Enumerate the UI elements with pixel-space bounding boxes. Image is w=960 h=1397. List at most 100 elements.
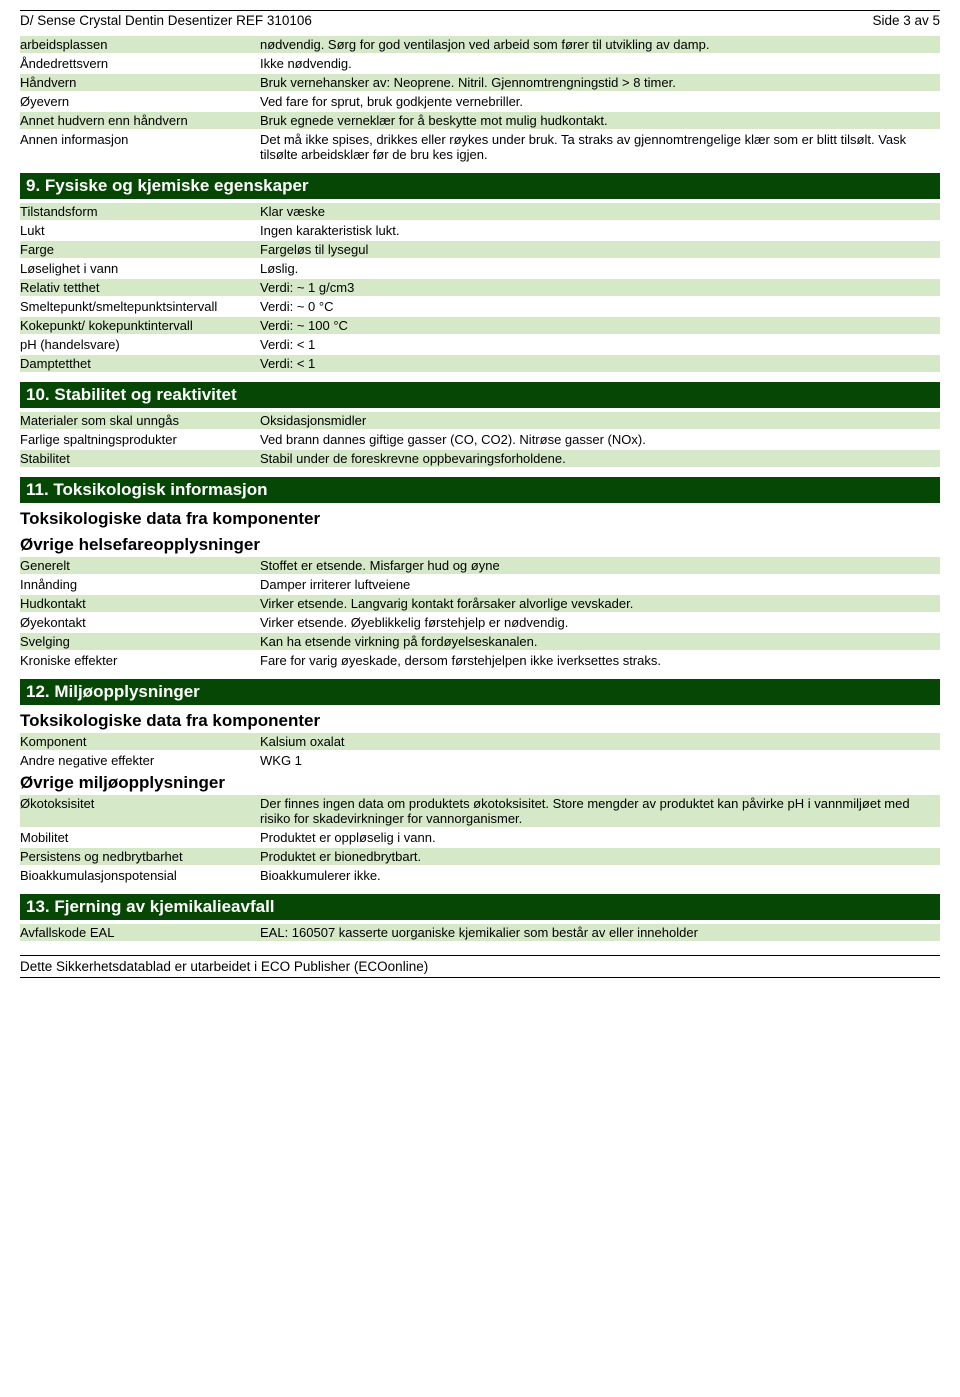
- data-value: Oksidasjonsmidler: [260, 412, 940, 429]
- data-row: Kokepunkt/ kokepunktintervallVerdi: ~ 10…: [20, 317, 940, 334]
- data-row: ØyevernVed fare for sprut, bruk godkjent…: [20, 93, 940, 110]
- section-13-body: Avfallskode EALEAL: 160507 kasserte uorg…: [20, 924, 940, 941]
- data-row: BioakkumulasjonspotensialBioakkumulerer …: [20, 867, 940, 884]
- data-label: Avfallskode EAL: [20, 924, 260, 941]
- data-label: Håndvern: [20, 74, 260, 91]
- data-row: GenereltStoffet er etsende. Misfarger hu…: [20, 557, 940, 574]
- data-value: Ingen karakteristisk lukt.: [260, 222, 940, 239]
- data-value: Der finnes ingen data om produktets økot…: [260, 795, 940, 827]
- data-label: Annen informasjon: [20, 131, 260, 163]
- header-title-left: D/ Sense Crystal Dentin Desentizer REF 3…: [20, 13, 312, 28]
- data-label: Farge: [20, 241, 260, 258]
- data-value: nødvendig. Sørg for god ventilasjon ved …: [260, 36, 940, 53]
- data-label: Persistens og nedbrytbarhet: [20, 848, 260, 865]
- page-footer: Dette Sikkerhetsdatablad er utarbeidet i…: [20, 955, 940, 978]
- data-row: Annet hudvern enn håndvernBruk egnede ve…: [20, 112, 940, 129]
- section-12-header: 12. Miljøopplysninger: [20, 679, 940, 705]
- data-label: Stabilitet: [20, 450, 260, 467]
- data-value: Verdi: < 1: [260, 336, 940, 353]
- header-title-right: Side 3 av 5: [872, 13, 940, 28]
- data-value: Klar væske: [260, 203, 940, 220]
- data-label: Løselighet i vann: [20, 260, 260, 277]
- data-value: Verdi: < 1: [260, 355, 940, 372]
- data-label: Lukt: [20, 222, 260, 239]
- data-value: Løslig.: [260, 260, 940, 277]
- data-row: Materialer som skal unngåsOksidasjonsmid…: [20, 412, 940, 429]
- data-row: Annen informasjonDet må ikke spises, dri…: [20, 131, 940, 163]
- data-label: pH (handelsvare): [20, 336, 260, 353]
- data-value: Virker etsende. Langvarig kontakt forårs…: [260, 595, 940, 612]
- section-12-body-a: KomponentKalsium oxalatAndre negative ef…: [20, 733, 940, 769]
- data-value: Bruk vernehansker av: Neoprene. Nitril. …: [260, 74, 940, 91]
- data-label: Smeltepunkt/smeltepunktsintervall: [20, 298, 260, 315]
- data-row: StabilitetStabil under de foreskrevne op…: [20, 450, 940, 467]
- data-value: Verdi: ~ 0 °C: [260, 298, 940, 315]
- data-value: Fargeløs til lysegul: [260, 241, 940, 258]
- data-label: Hudkontakt: [20, 595, 260, 612]
- data-label: Andre negative effekter: [20, 752, 260, 769]
- section-10-header: 10. Stabilitet og reaktivitet: [20, 382, 940, 408]
- data-row: Farlige spaltningsprodukterVed brann dan…: [20, 431, 940, 448]
- data-label: Damptetthet: [20, 355, 260, 372]
- section-12-sub2: Øvrige miljøopplysninger: [20, 771, 940, 795]
- data-row: DamptetthetVerdi: < 1: [20, 355, 940, 372]
- data-row: ØyekontaktVirker etsende. Øyeblikkelig f…: [20, 614, 940, 631]
- section-9-body: TilstandsformKlar væskeLuktIngen karakte…: [20, 203, 940, 372]
- data-row: Løselighet i vannLøslig.: [20, 260, 940, 277]
- data-value: Bioakkumulerer ikke.: [260, 867, 940, 884]
- data-row: TilstandsformKlar væske: [20, 203, 940, 220]
- data-value: Verdi: ~ 1 g/cm3: [260, 279, 940, 296]
- data-label: Kroniske effekter: [20, 652, 260, 669]
- section-12-body-b: ØkotoksisitetDer finnes ingen data om pr…: [20, 795, 940, 884]
- data-row: ØkotoksisitetDer finnes ingen data om pr…: [20, 795, 940, 827]
- data-row: InnåndingDamper irriterer luftveiene: [20, 576, 940, 593]
- data-row: ÅndedrettsvernIkke nødvendig.: [20, 55, 940, 72]
- section-11-body: GenereltStoffet er etsende. Misfarger hu…: [20, 557, 940, 669]
- data-label: Relativ tetthet: [20, 279, 260, 296]
- data-row: Persistens og nedbrytbarhetProduktet er …: [20, 848, 940, 865]
- section-12-sub1: Toksikologiske data fra komponenter: [20, 709, 940, 733]
- data-value: Produktet er bionedbrytbart.: [260, 848, 940, 865]
- data-value: Virker etsende. Øyeblikkelig førstehjelp…: [260, 614, 940, 631]
- data-value: Det må ikke spises, drikkes eller røykes…: [260, 131, 940, 163]
- page-header: D/ Sense Crystal Dentin Desentizer REF 3…: [20, 10, 940, 28]
- data-label: Farlige spaltningsprodukter: [20, 431, 260, 448]
- data-value: Stoffet er etsende. Misfarger hud og øyn…: [260, 557, 940, 574]
- data-value: Ikke nødvendig.: [260, 55, 940, 72]
- data-value: Verdi: ~ 100 °C: [260, 317, 940, 334]
- data-value: EAL: 160507 kasserte uorganiske kjemikal…: [260, 924, 940, 941]
- data-value: Fare for varig øyeskade, dersom førstehj…: [260, 652, 940, 669]
- data-row: Smeltepunkt/smeltepunktsintervallVerdi: …: [20, 298, 940, 315]
- data-row: Andre negative effekterWKG 1: [20, 752, 940, 769]
- data-value: Bruk egnede verneklær for å beskytte mot…: [260, 112, 940, 129]
- data-label: Åndedrettsvern: [20, 55, 260, 72]
- data-row: Relativ tetthetVerdi: ~ 1 g/cm3: [20, 279, 940, 296]
- data-label: Svelging: [20, 633, 260, 650]
- data-label: Øyekontakt: [20, 614, 260, 631]
- data-row: HudkontaktVirker etsende. Langvarig kont…: [20, 595, 940, 612]
- data-row: HåndvernBruk vernehansker av: Neoprene. …: [20, 74, 940, 91]
- data-label: Innånding: [20, 576, 260, 593]
- section-10-body: Materialer som skal unngåsOksidasjonsmid…: [20, 412, 940, 467]
- data-value: Kalsium oxalat: [260, 733, 940, 750]
- section-11-header: 11. Toksikologisk informasjon: [20, 477, 940, 503]
- data-label: Annet hudvern enn håndvern: [20, 112, 260, 129]
- data-row: MobilitetProduktet er oppløselig i vann.: [20, 829, 940, 846]
- data-label: Kokepunkt/ kokepunktintervall: [20, 317, 260, 334]
- data-label: Komponent: [20, 733, 260, 750]
- top-data-block: arbeidsplassennødvendig. Sørg for god ve…: [20, 36, 940, 163]
- data-row: Avfallskode EALEAL: 160507 kasserte uorg…: [20, 924, 940, 941]
- data-label: Øyevern: [20, 93, 260, 110]
- data-label: Generelt: [20, 557, 260, 574]
- section-11-sub2: Øvrige helsefareopplysninger: [20, 533, 940, 557]
- data-row: Kroniske effekterFare for varig øyeskade…: [20, 652, 940, 669]
- data-value: Stabil under de foreskrevne oppbevarings…: [260, 450, 940, 467]
- data-row: KomponentKalsium oxalat: [20, 733, 940, 750]
- data-label: Økotoksisitet: [20, 795, 260, 827]
- data-value: Damper irriterer luftveiene: [260, 576, 940, 593]
- data-row: LuktIngen karakteristisk lukt.: [20, 222, 940, 239]
- data-label: Bioakkumulasjonspotensial: [20, 867, 260, 884]
- data-label: Tilstandsform: [20, 203, 260, 220]
- data-label: Mobilitet: [20, 829, 260, 846]
- data-value: Ved fare for sprut, bruk godkjente verne…: [260, 93, 940, 110]
